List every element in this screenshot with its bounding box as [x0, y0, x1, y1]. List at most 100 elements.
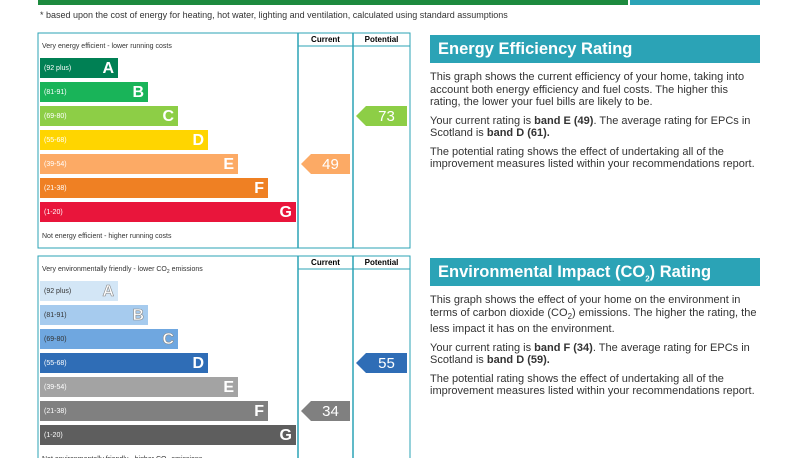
band-range: (55-68): [44, 137, 67, 144]
band-range: (69-80): [44, 113, 67, 120]
rating-arrow: [356, 106, 407, 126]
band-bar: [40, 154, 238, 174]
band-bar: [40, 401, 268, 421]
top-label: Very energy efficient - lower running co…: [42, 43, 172, 50]
text-run: 2: [167, 269, 170, 275]
info-panel: Environmental Impact (CO2) Rating This gr…: [430, 258, 760, 404]
rating-value: 73: [378, 108, 395, 125]
text-run: ) Rating: [649, 263, 712, 281]
band-letter: C: [162, 331, 174, 348]
rating-arrow: [301, 154, 350, 174]
band-bar: [40, 425, 296, 445]
top-strip: [630, 0, 760, 5]
band-range: (92 plus): [44, 65, 71, 72]
column-header: Potential: [365, 258, 399, 267]
column-header: Current: [311, 35, 340, 44]
bottom-label: Not energy efficient - higher running co…: [42, 233, 172, 240]
text-run: band E (49): [534, 114, 594, 127]
text-run: This graph shows the current efficiency …: [430, 71, 745, 108]
band-letter: D: [192, 132, 204, 149]
band-letter: A: [102, 283, 114, 300]
text-run: emissions: [169, 456, 203, 458]
band-bar: [40, 202, 296, 222]
band-bar: [40, 377, 238, 397]
band-bar: [40, 305, 148, 325]
band-range: (69-80): [44, 336, 67, 343]
column-header: Potential: [365, 35, 399, 44]
band-letter: A: [102, 60, 114, 77]
band-letter: E: [223, 156, 234, 173]
band-range: (1-20): [44, 209, 63, 216]
band-range: (39-54): [44, 161, 67, 168]
band-range: (39-54): [44, 384, 67, 391]
rating-arrow: [356, 353, 407, 373]
band-letter: F: [254, 403, 264, 420]
band-bar: [40, 58, 118, 78]
text-run: The potential rating shows the effect of…: [430, 145, 755, 171]
top-label: Very environmentally friendly - lower CO…: [42, 266, 203, 275]
text-run: Your current rating is: [430, 341, 535, 354]
band-range: (81-91): [44, 89, 67, 96]
rating-value: 49: [322, 156, 339, 173]
band-bar: [40, 353, 208, 373]
band-letter: B: [132, 307, 144, 324]
band-bar: [40, 329, 178, 349]
text-run: Very energy efficient - lower running co…: [42, 43, 172, 50]
chart-frame: [37, 255, 411, 458]
band-letter: D: [192, 355, 204, 372]
paragraph: This graph shows the effect of your home…: [430, 294, 760, 336]
chart-frame: [37, 32, 411, 249]
section-title: Energy Efficiency Rating: [430, 35, 760, 63]
text-run: Your current rating is: [430, 114, 535, 127]
text-run: 2: [645, 274, 650, 284]
text-run: . The average rating for EPCs in Scotlan…: [430, 114, 751, 140]
band-bar: [40, 178, 268, 198]
paragraph: This graph shows the current efficiency …: [430, 71, 760, 109]
text-run: The potential rating shows the effect of…: [430, 372, 755, 398]
text-run: emissions: [170, 266, 204, 273]
paragraph: The potential rating shows the effect of…: [430, 373, 760, 398]
band-range: (81-91): [44, 312, 67, 319]
text-run: This graph shows the effect of your home…: [430, 294, 741, 319]
text-run: Very environmentally friendly - lower CO: [42, 266, 167, 273]
bottom-label: Not environmentally friendly - higher CO…: [42, 456, 203, 458]
text-run: Environmental Impact (CO: [438, 263, 646, 281]
band-range: (21-38): [44, 408, 67, 415]
band-letter: E: [223, 379, 234, 396]
band-bar: [40, 281, 118, 301]
band-bar: [40, 130, 208, 150]
band-range: (92 plus): [44, 288, 71, 295]
text-run: band D (59).: [486, 354, 550, 367]
rating-value: 34: [322, 403, 339, 420]
paragraph: Your current rating is band F (34). The …: [430, 342, 760, 367]
paragraph: The potential rating shows the effect of…: [430, 146, 760, 171]
text-run: 2: [567, 311, 573, 321]
band-letter: C: [162, 108, 174, 125]
band-bar: [40, 82, 148, 102]
band-letter: F: [254, 180, 264, 197]
band-range: (1-20): [44, 432, 63, 439]
text-run: Not environmentally friendly - higher CO: [42, 456, 167, 458]
paragraphs: This graph shows the effect of your home…: [430, 294, 760, 398]
footnote: * based upon the cost of energy for heat…: [40, 10, 508, 20]
text-run: band F (34): [534, 341, 593, 354]
paragraph: Your current rating is band E (49). The …: [430, 115, 760, 140]
band-bar: [40, 106, 178, 126]
text-run: Not energy efficient - higher running co…: [42, 233, 172, 240]
text-run: Energy Efficiency Rating: [438, 40, 633, 58]
text-run: band D (61).: [486, 127, 550, 139]
rating-arrow: [301, 401, 350, 421]
text-run: . The average rating for EPCs in Scotlan…: [430, 341, 750, 367]
band-letter: G: [280, 204, 292, 221]
info-panel: Energy Efficiency Rating This graph shows…: [430, 35, 760, 177]
paragraphs: This graph shows the current efficiency …: [430, 71, 760, 171]
band-range: (55-68): [44, 360, 67, 367]
section-title: Environmental Impact (CO2) Rating: [430, 258, 760, 286]
rating-value: 55: [378, 355, 395, 372]
top-strip: [38, 0, 628, 5]
text-run: ) emissions. The higher the rating, the …: [430, 306, 757, 336]
column-header: Current: [311, 258, 340, 267]
band-range: (21-38): [44, 185, 67, 192]
